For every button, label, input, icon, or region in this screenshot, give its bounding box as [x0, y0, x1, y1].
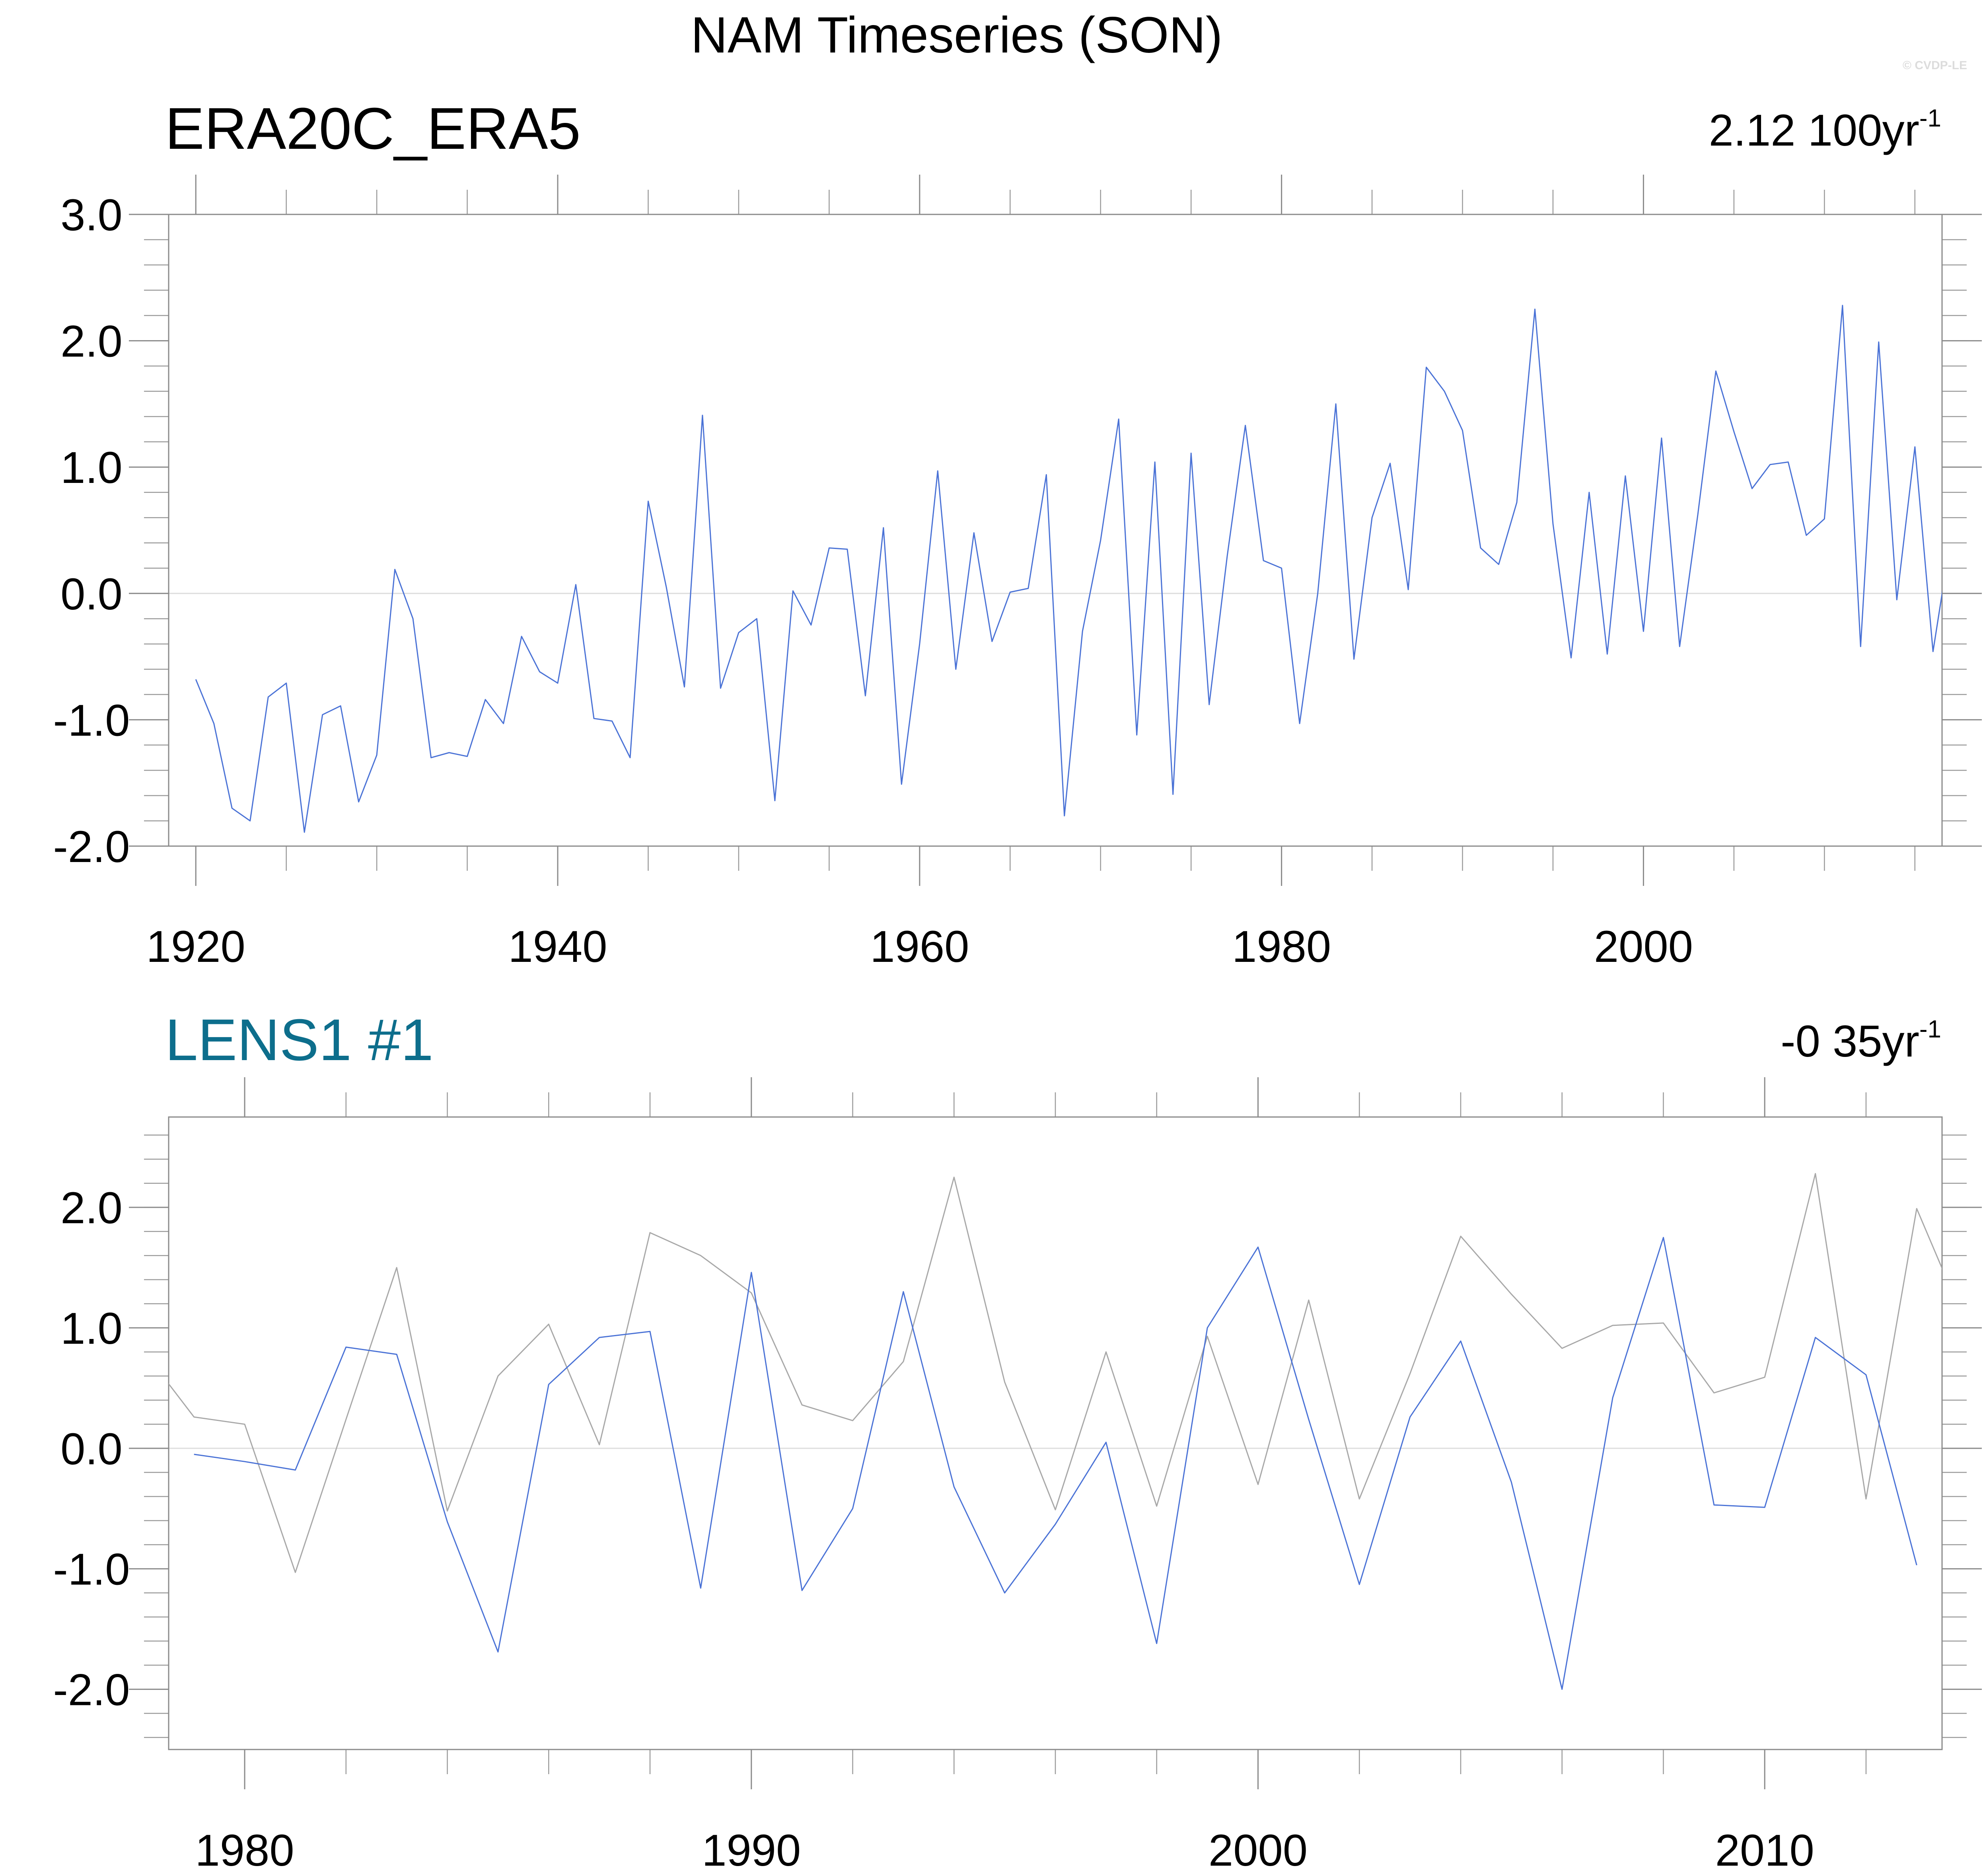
credit-text: © CVDP-LE [1903, 59, 1967, 72]
y-tick-label: 0.0 [60, 569, 123, 619]
y-tick-label: 2.0 [60, 1183, 123, 1233]
x-tick-label: 1940 [508, 922, 607, 971]
trend-superscript: -1 [1919, 1016, 1941, 1043]
x-tick-label: 1920 [146, 922, 245, 971]
trend-label: -0 35yr-1 [1781, 1016, 1941, 1066]
trend-label: 2.12 100yr-1 [1709, 105, 1941, 155]
y-tick-label: 2.0 [60, 317, 123, 366]
plot-frame [168, 214, 1943, 847]
trend-value: 2.12 100yr [1709, 105, 1919, 155]
series-layer [195, 305, 1942, 833]
x-tick-label: 2000 [1209, 1825, 1308, 1875]
series-line [195, 305, 1942, 833]
x-tick-label: 1960 [870, 922, 969, 971]
x-tick-label: 1980 [195, 1825, 294, 1875]
y-tick-label: -2.0 [53, 822, 130, 872]
y-tick-label: 0.0 [60, 1424, 123, 1474]
lens1-panel: LENS1 #1 -0 35yr-1 2.0 1.0 0.0 -1.0 -2.0 1980… [53, 1007, 1982, 1875]
axes: 2.0 1.0 0.0 -1.0 -2.0 1980 1990 2000 2010 [53, 1077, 1982, 1875]
x-tick-label: 2010 [1715, 1825, 1814, 1875]
axes: 3.0 2.0 1.0 0.0 -1.0 -2.0 1920 1940 1960 1980 2000 [53, 175, 1982, 971]
series-line [194, 1237, 1917, 1690]
figure-title: NAM Timeseries (SON) [691, 7, 1223, 64]
y-tick-label: -1.0 [53, 695, 130, 745]
x-tick-label: 1980 [1232, 922, 1331, 971]
y-tick-label: 1.0 [60, 443, 123, 492]
series-layer [169, 1173, 1942, 1690]
y-tick-label: 3.0 [60, 190, 123, 240]
plot-frame [168, 1116, 1943, 1750]
x-tick-label: 2000 [1594, 922, 1693, 971]
y-tick-label: -1.0 [53, 1545, 130, 1594]
y-tick-label: 1.0 [60, 1304, 123, 1353]
panel-label: ERA20C_ERA5 [165, 96, 581, 162]
panel-label: LENS1 #1 [165, 1007, 434, 1073]
reference-series-line [169, 1173, 1942, 1573]
y-tick-label: -2.0 [53, 1665, 130, 1715]
trend-superscript: -1 [1919, 105, 1941, 132]
era20c-era5-panel: ERA20C_ERA5 2.12 100yr-1 3.0 2.0 1.0 0.0 -1.… [53, 96, 1982, 971]
trend-value: -0 35yr [1781, 1016, 1919, 1066]
x-tick-label: 1990 [702, 1825, 801, 1875]
